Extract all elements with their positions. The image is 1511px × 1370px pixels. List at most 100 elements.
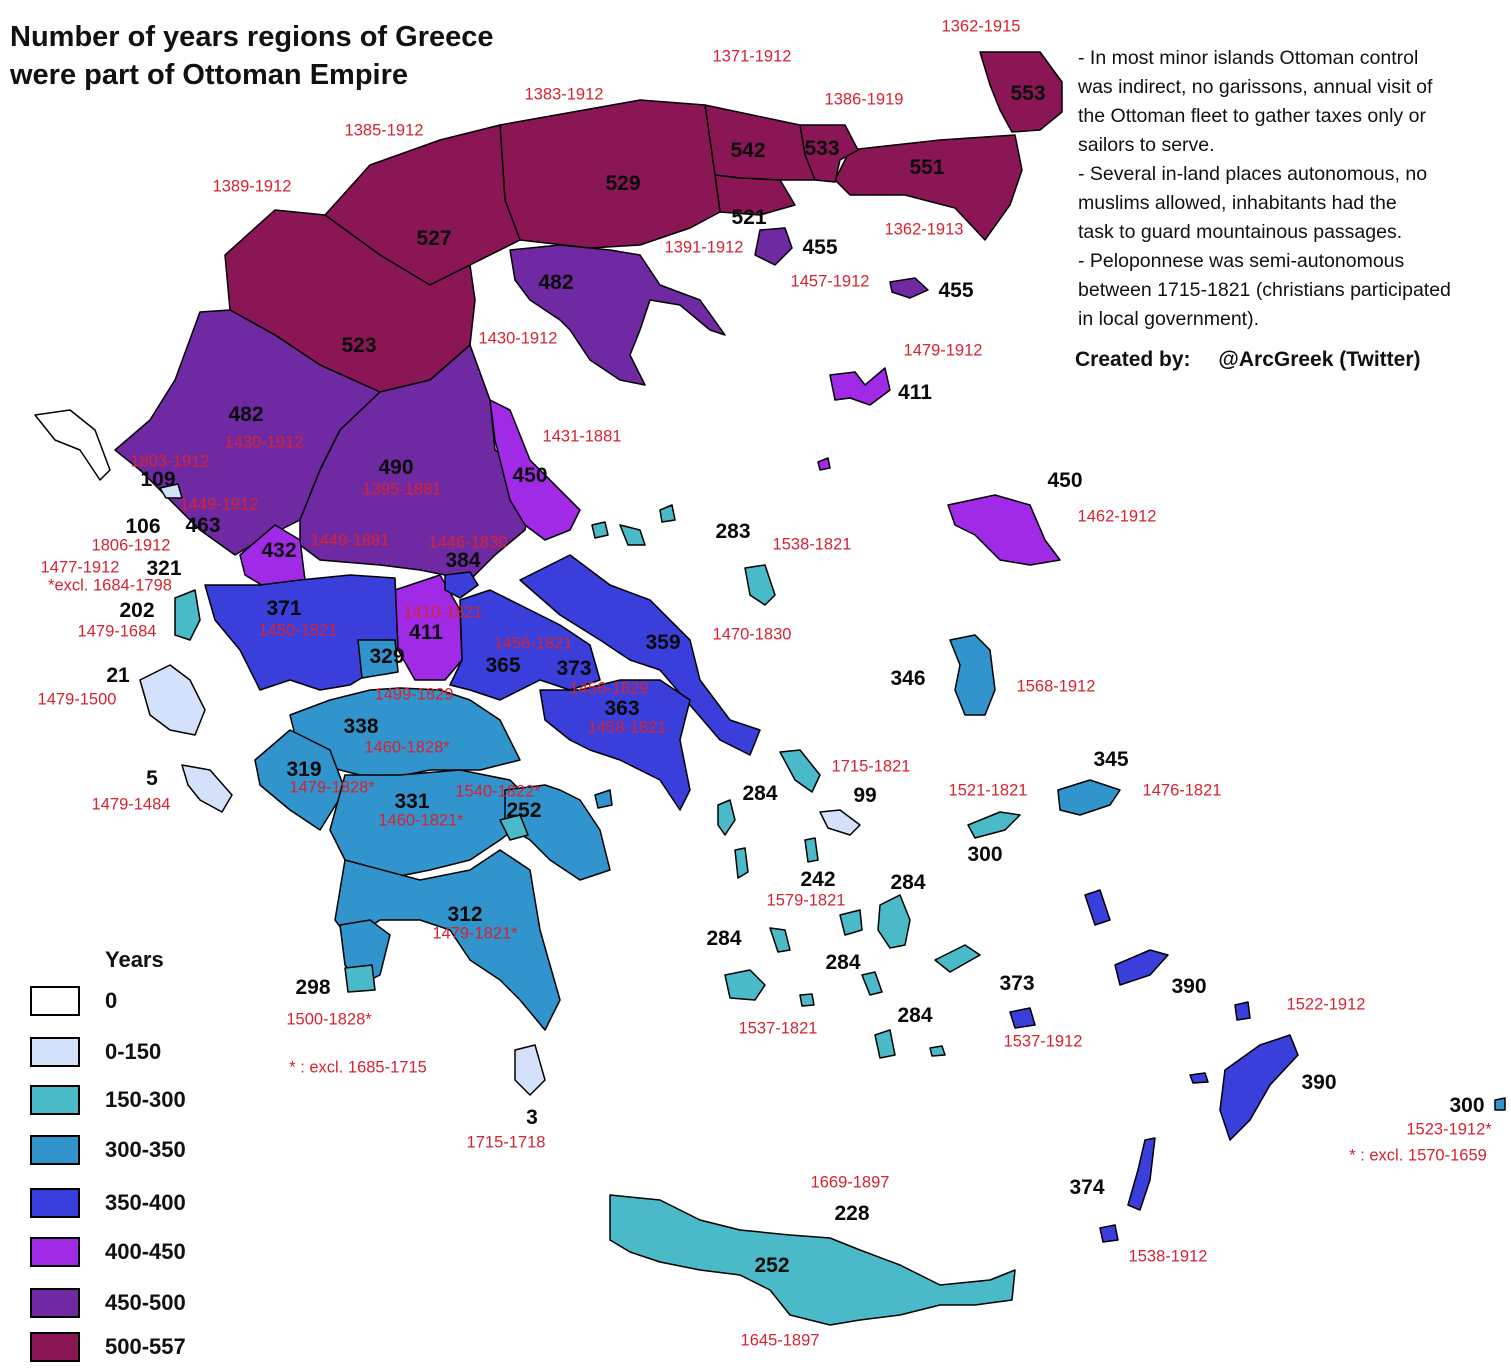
region-aegina: [499, 814, 529, 841]
period-label: 1568-1912: [1016, 677, 1096, 696]
region-antiparos: [799, 993, 815, 1007]
region-samothrace: [889, 277, 929, 299]
period-label: 1479-1821*: [432, 924, 518, 943]
period-label: 1431-1881: [542, 427, 622, 446]
region-euboea: [519, 554, 761, 756]
period-label: 1383-1912: [524, 85, 604, 104]
footnote-label: * : excl. 1685-1715: [289, 1058, 427, 1077]
region-skyros: [744, 564, 776, 606]
period-label: 1479-1912: [903, 341, 983, 360]
years-label: 242: [800, 868, 836, 891]
note-line: between 1715-1821 (christians participat…: [1078, 279, 1451, 301]
years-label: 284: [890, 871, 926, 894]
region-ikaria: [967, 811, 1021, 839]
period-label: 1430-1912: [224, 433, 304, 452]
years-label: 106: [125, 515, 161, 538]
region-kasos: [1099, 1224, 1119, 1243]
period-label: 1385-1912: [344, 121, 424, 140]
region-milos: [724, 969, 766, 1001]
period-label: 1395-1881: [362, 480, 442, 499]
title-line-2: were part of Ottoman Empire: [10, 59, 409, 91]
period-label: 1460-1821*: [378, 811, 464, 830]
legend-label: 0-150: [105, 1039, 162, 1064]
footnote-label: * : excl. 1570-1659: [1349, 1146, 1487, 1165]
region-hydra: [594, 789, 613, 809]
years-label: 551: [909, 156, 945, 179]
region-cythera-south: [344, 964, 376, 993]
note-line: task to guard mountainous passages.: [1078, 221, 1403, 243]
years-label: 321: [146, 557, 182, 580]
years-label: 284: [742, 782, 778, 805]
region-kastellorizo: [1494, 1097, 1506, 1111]
period-label: 1391-1912: [664, 238, 744, 257]
years-label: 523: [341, 334, 377, 357]
years-label: 365: [485, 654, 521, 677]
period-label: 1450-1821: [258, 621, 338, 640]
years-label: 373: [999, 972, 1035, 995]
period-label: 1715-1821: [831, 757, 911, 776]
region-attica: [539, 679, 691, 811]
region-tinos: [819, 809, 861, 836]
region-rhodes: [1219, 1034, 1299, 1141]
region-andros: [779, 749, 821, 793]
legend-swatch: [30, 1188, 80, 1218]
region-kefalonia: [139, 664, 206, 736]
credit: Created by: @ArcGreek (Twitter): [1075, 348, 1421, 372]
region-sifnos: [769, 927, 791, 953]
footnote-label: *excl. 1684-1798: [48, 576, 172, 595]
years-label: 329: [369, 645, 405, 668]
years-label: 228: [834, 1202, 870, 1225]
region-symi: [1189, 1072, 1209, 1084]
years-label: 411: [409, 621, 443, 644]
years-label: 298: [295, 976, 331, 999]
years-label: 300: [967, 843, 1003, 866]
years-label: 371: [266, 597, 302, 620]
years-label: 284: [706, 927, 742, 950]
legend-label: 500-557: [105, 1334, 186, 1359]
period-label: 1523-1912*: [1406, 1120, 1492, 1139]
years-label: 432: [261, 539, 297, 562]
years-label: 252: [754, 1254, 790, 1277]
period-label: 1362-1915: [941, 17, 1021, 36]
region-lemnos: [829, 367, 891, 406]
period-label: 1449-1881: [310, 531, 390, 550]
period-label: 1538-1821: [772, 535, 852, 554]
legend-title: Years: [105, 947, 164, 972]
years-label: 345: [1093, 748, 1129, 771]
region-santorini: [874, 1029, 896, 1059]
period-label: 1669-1897: [810, 1173, 890, 1192]
region-lefkada: [174, 589, 201, 641]
title-line-1: Number of years regions of Greece: [10, 21, 494, 53]
legend-label: 450-500: [105, 1290, 186, 1315]
region-anafi: [929, 1045, 946, 1057]
years-label: 533: [804, 137, 840, 160]
region-thassos: [754, 227, 793, 266]
region-elis: [254, 729, 346, 831]
years-label: 283: [715, 520, 751, 543]
years-label: 21: [106, 664, 130, 687]
period-label: 1645-1897: [740, 1331, 820, 1350]
map-title: Number of years regions of Greece were p…: [10, 18, 494, 94]
years-label: 5: [146, 767, 158, 790]
years-label: 529: [605, 172, 641, 195]
years-label: 553: [1010, 82, 1046, 105]
region-samos: [1057, 779, 1121, 816]
region-phocis: [394, 574, 463, 681]
legend-swatch: [30, 1037, 80, 1067]
period-label: 1479-1828*: [289, 778, 375, 797]
period-label: 1386-1919: [824, 90, 904, 109]
legend-swatch: [30, 1332, 80, 1362]
period-label: 1537-1912: [1003, 1032, 1083, 1051]
period-label: 1449-1912: [179, 495, 259, 514]
period-label: 1521-1821: [948, 781, 1028, 800]
period-label: 1579-1821: [766, 891, 846, 910]
note-line: - In most minor islands Ottoman control: [1078, 47, 1419, 69]
period-label: 1457-1912: [790, 272, 870, 291]
note-line: in local government).: [1078, 308, 1260, 330]
years-label: 319: [286, 758, 322, 781]
period-label: 1479-1684: [77, 622, 157, 641]
years-label: 300: [1449, 1094, 1485, 1117]
period-label: 1499-1829: [374, 685, 454, 704]
years-label: 338: [343, 715, 379, 738]
